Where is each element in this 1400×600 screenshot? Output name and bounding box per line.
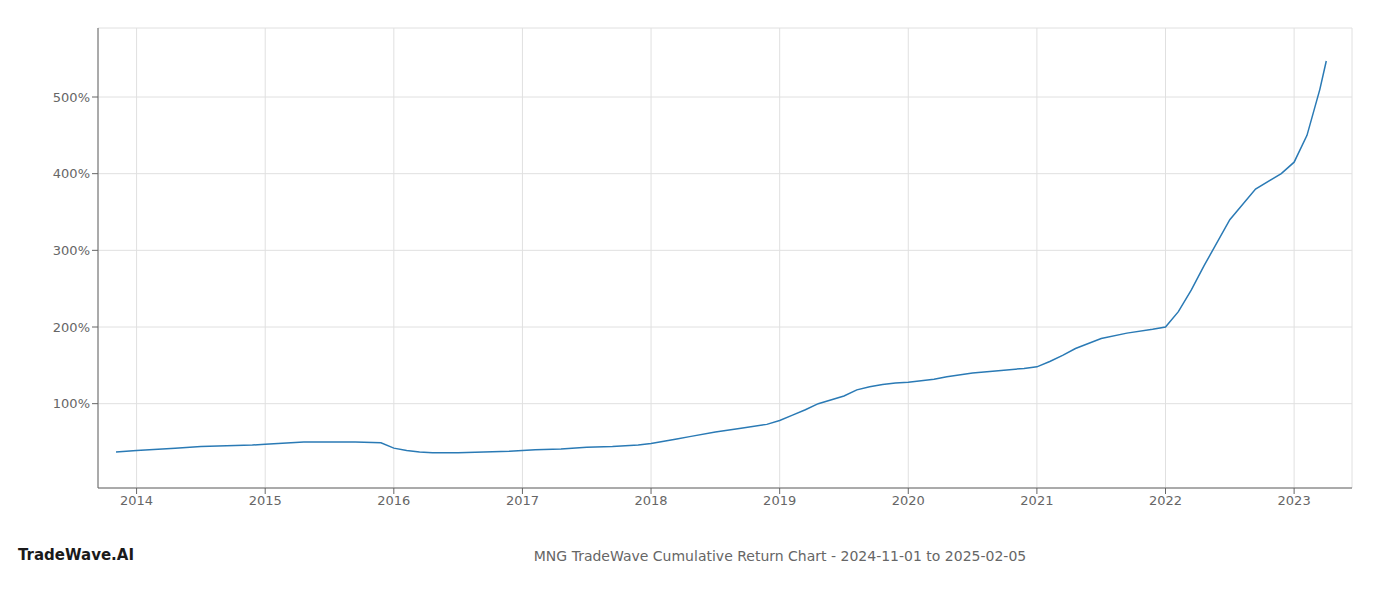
html-text:MNG TradeWave Cumulative Retur: MNG TradeWave Cumulative Return Chart - … (533, 548, 1027, 564)
svg-text:2017: 2017 (506, 493, 539, 508)
svg-text:2020: 2020 (892, 493, 925, 508)
svg-text:2023: 2023 (1278, 493, 1311, 508)
svg-text:100%: 100% (53, 396, 90, 411)
svg-text:500%: 500% (53, 90, 90, 105)
svg-text:2014: 2014 (120, 493, 153, 508)
svg-text:2018: 2018 (634, 493, 667, 508)
html-text:TradeWave.AI: TradeWave.AI (18, 546, 134, 564)
svg-text:2019: 2019 (763, 493, 796, 508)
svg-text:200%: 200% (53, 320, 90, 335)
svg-text:2016: 2016 (377, 493, 410, 508)
svg-text:2015: 2015 (249, 493, 282, 508)
svg-text:300%: 300% (53, 243, 90, 258)
svg-text:2021: 2021 (1020, 493, 1053, 508)
svg-text:2022: 2022 (1149, 493, 1182, 508)
svg-text:400%: 400% (53, 166, 90, 181)
